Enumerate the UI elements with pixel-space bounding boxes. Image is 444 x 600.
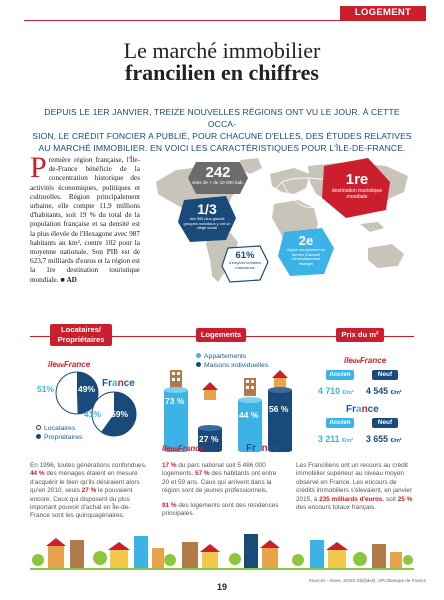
logements-ile-logo: îledeFrance [162,444,205,453]
badge-2e-text: région européenne en termes d'accueil d'… [286,247,326,266]
pie-slice-proprietaires [101,392,136,436]
ile-de-france-logo: îledeFrance [48,360,90,369]
south-america-shape [206,228,238,282]
pie-slice-proprietaires [77,371,99,414]
text-column-1: En 1996, toutes générations confondues, … [30,462,147,520]
oceania-shape [368,244,404,268]
price-ile-ancien: 4 710 €/m² [318,386,354,396]
pie-france [91,391,137,437]
legend-item-maisons: Maisons individuelles [196,361,268,370]
header-rule [24,20,426,21]
france-proprietaires-pct: 59% [111,409,129,419]
badge-1re-value: 1re [345,171,369,188]
title-line-2: francilien en chiffres [125,60,319,85]
intro-line: AU MARCHÉ IMMOBILIER. EN VOICI LES CARAC… [38,143,406,153]
author-signature: AD [66,275,77,284]
section-header-logements: Logements [196,328,246,342]
ile-word: île [48,360,57,369]
badge-242-shape [188,162,248,194]
badge-1re: 1re destination touristique mondiale [330,171,384,201]
badge-2e-value: 2e [298,233,314,248]
badge-242: 242 sites de + de 10 000 hab. [190,165,246,186]
locataires-legend: Locataires Propriétaires [36,424,83,442]
dropcap: P [30,151,47,184]
badge-61: 61% d'emplois tertiaires marchands [226,250,264,270]
cityscape-illustration [30,534,414,570]
france-locataires-pct: 41% [84,409,102,419]
france-a: a [112,378,118,389]
tree-icons [32,551,413,566]
badge-242-text: sites de + de 10 000 hab. [192,180,244,185]
europe-shape [270,168,310,194]
price-label-ancien-ile: Ancien [326,370,354,380]
page-number: 19 [216,582,227,592]
price-label-neuf-ile: Neuf [372,370,398,380]
badge-1re-shape [322,158,390,218]
house-icon-2 [272,370,288,388]
badge-61-shape [221,245,269,283]
legend-item-locataires: Locataires [36,424,83,433]
intro-paragraph: DEPUIS LE 1ER JANVIER, TREIZE NOUVELLES … [30,106,414,154]
world-map-infographic: 242 sites de + de 10 000 hab. 1re destin… [146,152,418,290]
building-icon-apartment-1 [170,370,182,388]
greenland-shape [240,158,262,174]
intro-line: DEPUIS LE 1ER JANVIER, TREIZE NOUVELLES … [44,107,400,129]
building-icons [46,534,402,568]
intro-line: SION, LE CRÉDIT FONCIER A PUBLIÉ, POUR C… [32,131,412,141]
badge-1re-text: destination touristique mondiale [331,188,383,200]
logements-legend: Appartements Maisons individuelles [196,352,268,370]
indonesia-shape [360,222,384,232]
text-column-3: Les Franciliens ont un recours au crédit… [296,462,413,512]
france-n: n [117,378,124,389]
lead-text: remière région française, l'Île-de-Franc… [30,156,140,284]
section-header-prix: Prix du m² [336,328,384,342]
badge-61-value: 61% [235,250,255,261]
france-fr: Fr [102,378,112,389]
price-label-neuf-france: Neuf [372,418,398,428]
legend-item-proprietaires: Propriétaires [36,433,83,442]
badge-2e-shape [278,228,334,276]
world-map [156,158,408,283]
house-icon-1 [202,382,218,400]
badge-13-value: 1/3 [197,201,217,217]
building-icon-apartment-2 [244,378,256,396]
logements-france-logo: France [246,443,279,454]
section-header-locataires: Locataires/ Propriétaires [50,324,112,346]
ile-locataires-pct: 51% [37,384,55,394]
title-line-1: Le marché immobilier [123,38,321,63]
pie-ile-de-france [55,371,99,415]
badge-13-text: des 500 plus grands groupes mondiaux y o… [183,216,231,231]
logements-cylinders [164,370,292,452]
france-appartements-pct: 44 % [239,410,259,420]
price-label-ancien-france: Ancien [326,418,354,428]
lead-end-mark: ■ [60,275,65,284]
text-column-2: 17 % du parc national soit 5 486 000 log… [162,462,279,518]
prix-france-logo: France [346,404,379,415]
ile-france-word: France [63,360,91,369]
ile-appartements-pct: 73 % [165,396,185,406]
prix-ile-logo: îledeFrance [344,356,387,365]
sources-note: Sources : Insee, SOeS Sit@del2, UPL/Banq… [308,578,426,583]
france-ce: ce [123,378,135,389]
france-maisons-pct: 56 % [269,404,289,414]
badge-242-value: 242 [205,164,231,181]
price-france-ancien: 3 211 €/m² [318,434,354,444]
legend-item-appartements: Appartements [196,352,268,361]
ile-proprietaires-pct: 49% [78,384,96,394]
badge-61-text: d'emplois tertiaires marchands [228,260,262,270]
badge-2e: 2e région européenne en termes d'accueil… [284,234,328,266]
france-logo: France [102,378,135,389]
price-ile-neuf: 4 545 €/m² [366,386,402,396]
badge-13: 1/3 des 500 plus grands groupes mondiaux… [182,202,232,231]
ile-maisons-pct: 27 % [199,434,219,444]
price-france-neuf: 3 655 €/m² [366,434,402,444]
ile-de-word: de [56,363,64,369]
section-rubric: LOGEMENT [340,6,426,20]
badge-13-shape [178,196,236,242]
